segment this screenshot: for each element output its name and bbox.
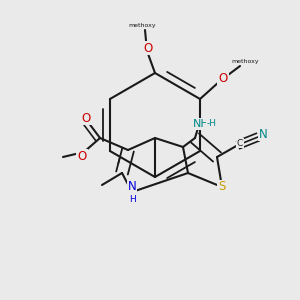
Text: methoxy: methoxy xyxy=(231,59,259,64)
Text: O: O xyxy=(143,41,153,55)
Text: -H: -H xyxy=(207,119,217,128)
Text: O: O xyxy=(81,112,91,124)
Text: N: N xyxy=(259,128,267,140)
Text: O: O xyxy=(218,71,228,85)
Text: methoxy: methoxy xyxy=(128,22,156,28)
Text: H: H xyxy=(129,194,135,203)
Text: NH: NH xyxy=(193,119,209,129)
Text: C: C xyxy=(237,139,243,148)
Text: O: O xyxy=(77,149,87,163)
Text: N: N xyxy=(128,179,136,193)
Text: S: S xyxy=(218,181,226,194)
